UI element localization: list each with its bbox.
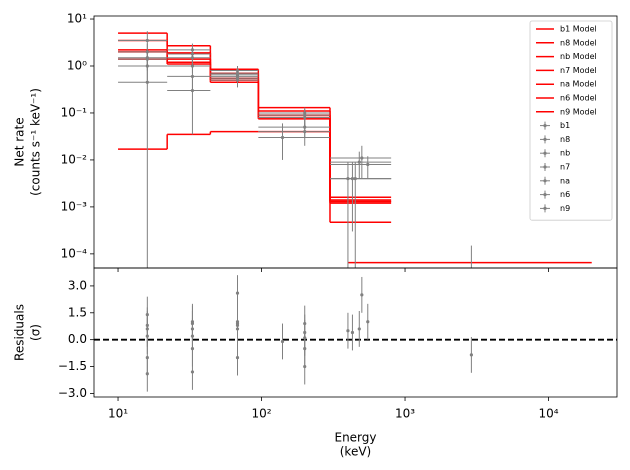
data-point bbox=[235, 68, 240, 73]
data-point bbox=[190, 88, 195, 93]
legend-label: n9 Model bbox=[560, 107, 597, 116]
data-point bbox=[470, 277, 473, 280]
legend-label: n8 Model bbox=[560, 38, 597, 47]
y-tick-label: 0.0 bbox=[68, 332, 87, 346]
data-point bbox=[280, 135, 285, 140]
legend-swatch bbox=[543, 165, 547, 169]
data-point bbox=[190, 64, 195, 68]
axes-frame bbox=[93, 267, 618, 398]
legend-swatch bbox=[543, 124, 547, 128]
data-point bbox=[357, 160, 361, 164]
legend-swatch bbox=[543, 179, 547, 183]
legend-swatch bbox=[543, 193, 547, 197]
legend-label: na Model bbox=[560, 80, 597, 89]
y-tick-label: 10⁻⁴ bbox=[61, 246, 88, 260]
y-axis-label: Residuals bbox=[13, 304, 27, 361]
data-point bbox=[303, 336, 307, 340]
legend-swatch bbox=[543, 137, 547, 141]
data-point bbox=[303, 111, 307, 115]
data-point bbox=[350, 330, 355, 335]
y-tick-label: −1.5 bbox=[58, 359, 87, 373]
legend-label: n7 bbox=[560, 163, 570, 172]
data-point bbox=[235, 321, 240, 326]
legend-label: nb Model bbox=[560, 52, 597, 61]
x-tick-label: 10⁴ bbox=[538, 407, 558, 421]
y-axis-label: (counts s⁻¹ keV⁻¹) bbox=[29, 88, 43, 196]
legend-label: n6 bbox=[560, 190, 570, 199]
y-tick-label: 1.5 bbox=[68, 305, 87, 319]
legend-label: n6 Model bbox=[560, 94, 597, 103]
y-tick-label: −3.0 bbox=[58, 386, 87, 400]
x-tick-label: 10² bbox=[251, 407, 271, 421]
data-point bbox=[235, 355, 240, 360]
y-tick-label: 10⁻³ bbox=[61, 199, 88, 213]
data-point bbox=[469, 353, 473, 357]
legend-box bbox=[529, 20, 613, 221]
plot-area bbox=[94, 275, 617, 392]
data-point bbox=[360, 293, 364, 297]
legend-label: b1 Model bbox=[560, 25, 597, 34]
plot-area bbox=[118, 31, 592, 280]
data-point bbox=[280, 339, 285, 344]
x-tick-label: 10¹ bbox=[108, 407, 128, 421]
y-tick-label: 10⁻¹ bbox=[61, 105, 88, 119]
y-tick-label: 10¹ bbox=[67, 12, 87, 26]
x-axis-label: Energy bbox=[334, 431, 376, 445]
data-point bbox=[235, 291, 240, 295]
x-axis-label: (keV) bbox=[340, 445, 371, 459]
legend-label: n8 bbox=[560, 135, 570, 144]
data-point bbox=[190, 321, 195, 326]
data-point bbox=[360, 156, 364, 160]
data-point bbox=[145, 323, 149, 327]
y-tick-label: 10⁻² bbox=[61, 152, 88, 166]
data-point bbox=[190, 370, 195, 374]
y-tick-label: 3.0 bbox=[68, 278, 87, 292]
data-point bbox=[366, 320, 370, 324]
data-point bbox=[145, 38, 149, 43]
data-point bbox=[366, 162, 370, 167]
y-tick-label: 10⁰ bbox=[67, 58, 87, 72]
legend-swatch bbox=[543, 206, 547, 210]
y-axis-label: Net rate bbox=[13, 117, 27, 166]
data-point bbox=[145, 372, 149, 376]
data-point bbox=[235, 78, 240, 82]
data-point bbox=[190, 347, 195, 351]
data-point bbox=[190, 56, 195, 60]
data-point bbox=[357, 327, 361, 331]
data-point bbox=[145, 80, 149, 84]
x-tick-label: 10³ bbox=[395, 407, 415, 421]
legend-label: na bbox=[560, 176, 570, 185]
legend-label: n9 bbox=[560, 204, 570, 213]
legend-label: nb bbox=[560, 149, 570, 158]
legend-swatch bbox=[543, 151, 547, 155]
legend-label: n7 Model bbox=[560, 66, 597, 75]
data-point bbox=[346, 329, 350, 333]
data-point bbox=[303, 364, 307, 369]
legend-label: b1 bbox=[560, 121, 570, 130]
y-axis-label: (σ) bbox=[29, 324, 43, 341]
data-point bbox=[303, 130, 307, 134]
data-point bbox=[145, 57, 149, 61]
data-point bbox=[350, 177, 355, 181]
